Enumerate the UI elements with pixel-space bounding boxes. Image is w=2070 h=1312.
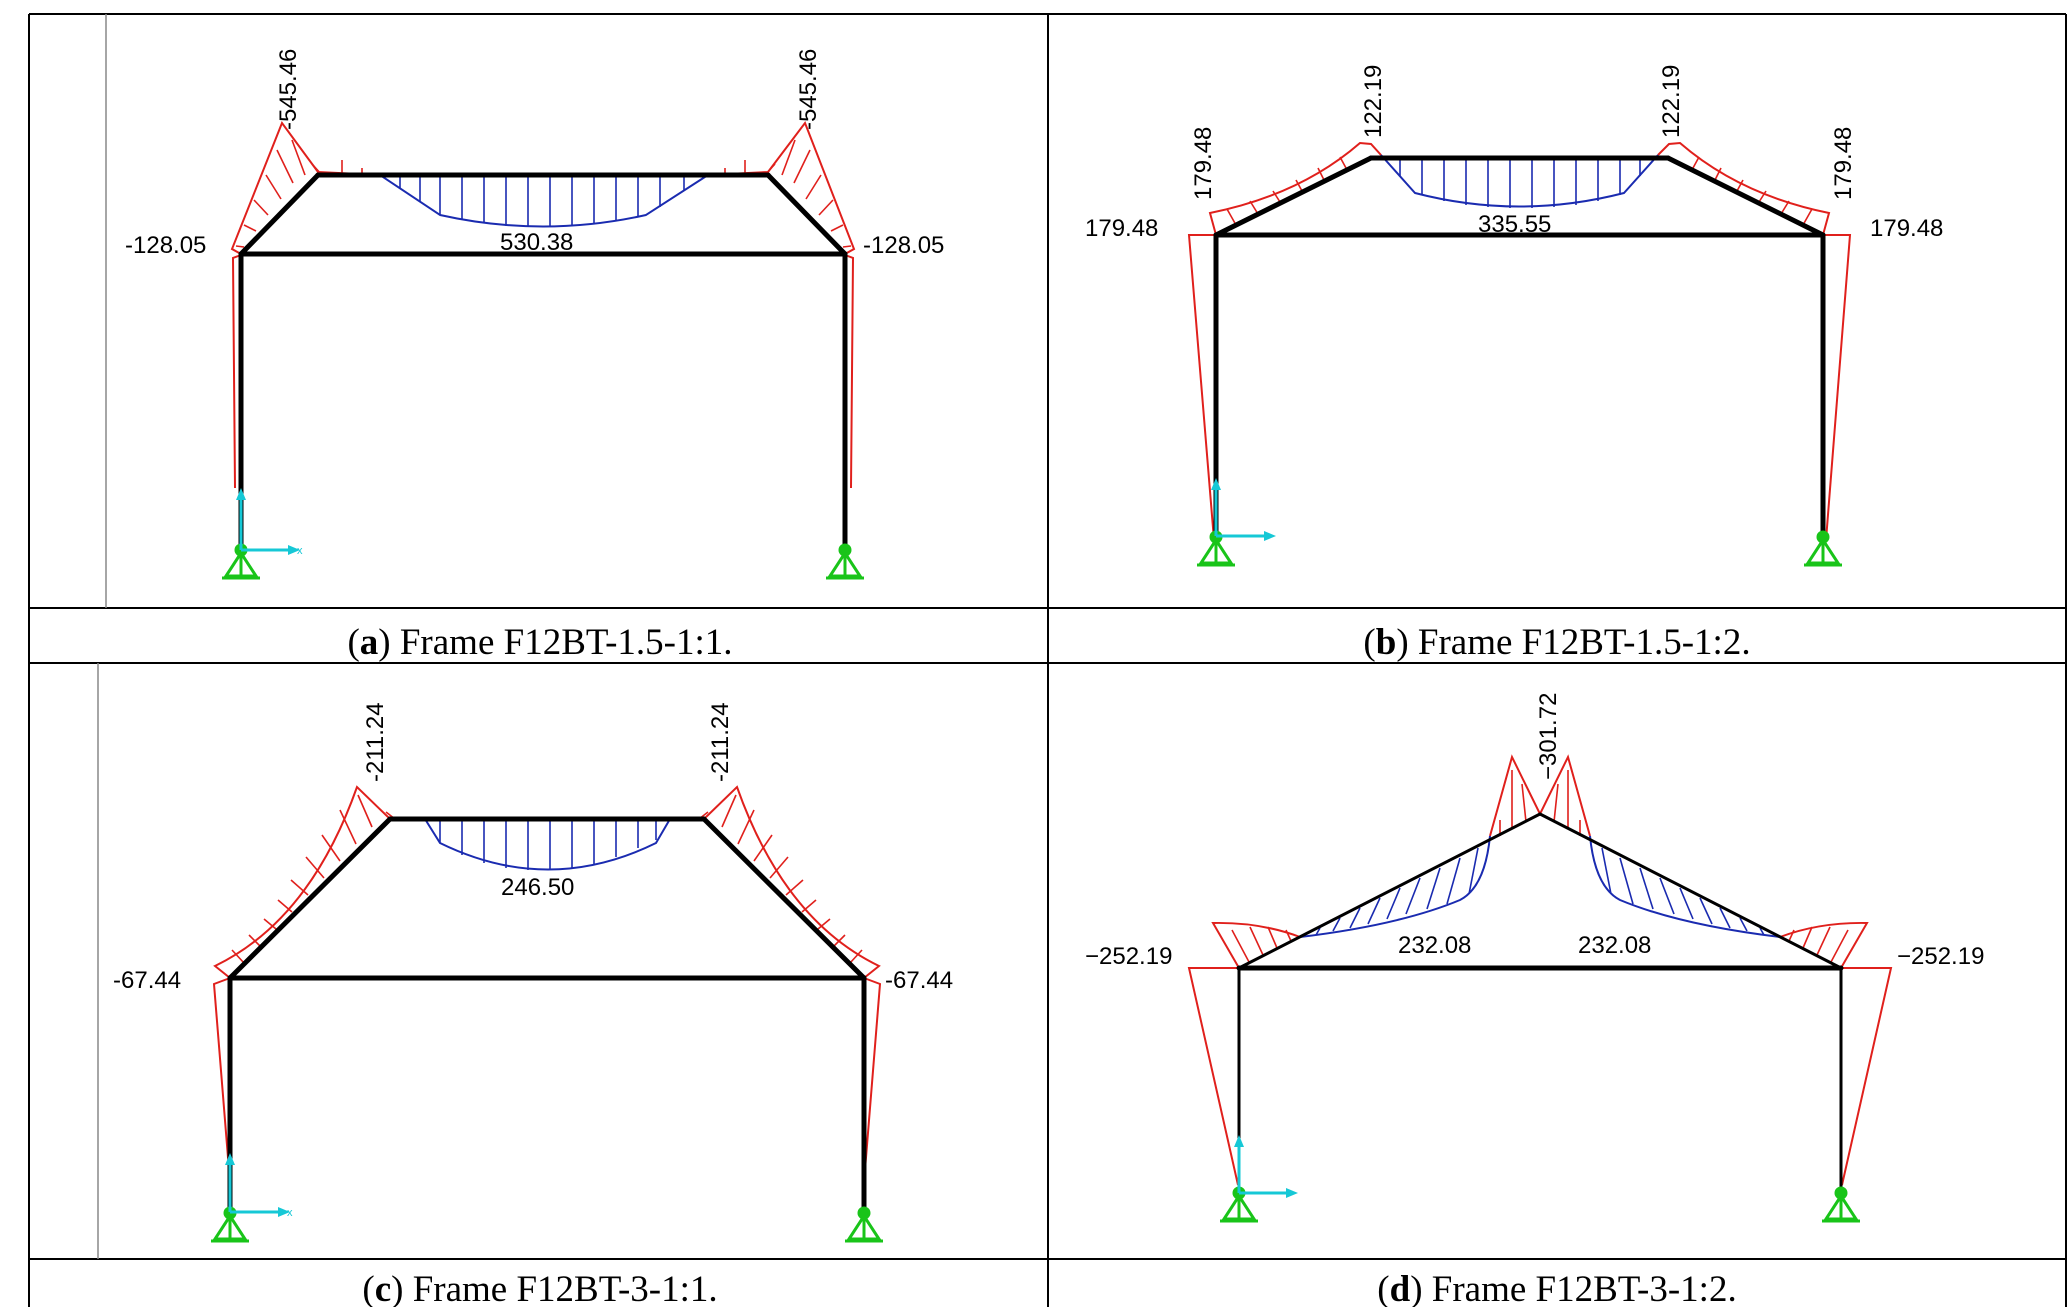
axis-triad: x bbox=[225, 1153, 293, 1219]
panel-d: −301.72 −252.19 −252.19 232.08 232.08 bbox=[1085, 693, 1984, 1223]
moment-label-eave-right: -67.44 bbox=[885, 967, 953, 994]
positive-moment-diagram bbox=[1380, 154, 1659, 208]
panel-a: x -545.46 -545.46 -128.05 -128.05 530.38 bbox=[125, 49, 944, 580]
caption-a: (a) Frame F12BT-1.5-1:1. bbox=[347, 622, 732, 663]
caption-text: Frame F12BT-3-1:1. bbox=[413, 1269, 718, 1307]
frame-members bbox=[227, 816, 867, 1213]
moment-label-midspan: 530.38 bbox=[500, 229, 573, 256]
negative-moment-diagram bbox=[230, 120, 856, 489]
moment-label-peak-right: 122.19 bbox=[1658, 65, 1685, 138]
moment-label-eave-right: −252.19 bbox=[1897, 943, 1984, 970]
moment-label-apex: −301.72 bbox=[1535, 693, 1562, 780]
moment-label-eave-left: −252.19 bbox=[1085, 943, 1172, 970]
positive-moment-diagram bbox=[1299, 835, 1781, 938]
moment-label-slope-right: 179.48 bbox=[1830, 127, 1857, 200]
caption-letter: d bbox=[1390, 1269, 1411, 1307]
panel-b: 122.19 122.19 179.48 179.48 179.48 179.4… bbox=[1085, 65, 1943, 567]
moment-label-slope-left: 179.48 bbox=[1190, 127, 1217, 200]
caption-letter: b bbox=[1376, 622, 1397, 663]
pinned-support-right bbox=[1822, 1186, 1860, 1223]
negative-moment-diagram bbox=[1187, 141, 1852, 541]
caption-d: (d) Frame F12BT-3-1:2. bbox=[1377, 1269, 1736, 1307]
negative-moment-diagram bbox=[212, 785, 882, 1171]
moment-label-peak-left: -211.24 bbox=[362, 702, 389, 782]
moment-label-span-left: 232.08 bbox=[1398, 932, 1471, 959]
axis-triad: x bbox=[236, 488, 303, 557]
caption-letter: c bbox=[375, 1269, 391, 1307]
caption-text: Frame F12BT-1.5-1:2. bbox=[1418, 622, 1751, 663]
axis-triad bbox=[1234, 1135, 1298, 1198]
moment-label-eave-left: -128.05 bbox=[125, 232, 206, 259]
frame-members bbox=[238, 172, 848, 549]
svg-text:x: x bbox=[287, 1207, 293, 1219]
moment-label-midspan: 246.50 bbox=[501, 874, 574, 901]
caption-b: (b) Frame F12BT-1.5-1:2. bbox=[1363, 622, 1750, 663]
moment-label-span-right: 232.08 bbox=[1578, 932, 1651, 959]
caption-text: Frame F12BT-1.5-1:1. bbox=[400, 622, 733, 663]
moment-label-peak-left: 122.19 bbox=[1360, 65, 1387, 138]
negative-moment-diagram bbox=[1187, 754, 1893, 1186]
moment-label-eave-left: 179.48 bbox=[1085, 215, 1158, 242]
pinned-support-right bbox=[826, 543, 864, 580]
caption-text: Frame F12BT-3-1:2. bbox=[1432, 1269, 1737, 1307]
svg-text:x: x bbox=[297, 545, 303, 557]
pinned-support-right bbox=[1804, 530, 1842, 567]
moment-label-peak-right: -211.24 bbox=[707, 702, 734, 782]
positive-moment-diagram bbox=[424, 818, 671, 871]
panel-c: x -211.24 -211.24 -67.44 -67.44 246.50 bbox=[113, 702, 953, 1243]
caption-c: (c) Frame F12BT-3-1:1. bbox=[362, 1269, 717, 1307]
moment-label-eave-right: -128.05 bbox=[863, 232, 944, 259]
moment-label-midspan: 335.55 bbox=[1478, 211, 1551, 238]
moment-label-eave-right: 179.48 bbox=[1870, 215, 1943, 242]
table-grid bbox=[28, 13, 2067, 1307]
moment-label-peak-left: -545.46 bbox=[275, 49, 302, 130]
frame-members bbox=[1213, 155, 1826, 540]
caption-letter: a bbox=[360, 622, 379, 663]
moment-label-peak-right: -545.46 bbox=[795, 49, 822, 130]
frame-members bbox=[1236, 812, 1844, 1192]
pinned-support-right bbox=[845, 1206, 883, 1243]
positive-moment-diagram bbox=[379, 174, 709, 228]
moment-label-eave-left: -67.44 bbox=[113, 967, 181, 994]
axis-triad bbox=[1211, 478, 1276, 541]
